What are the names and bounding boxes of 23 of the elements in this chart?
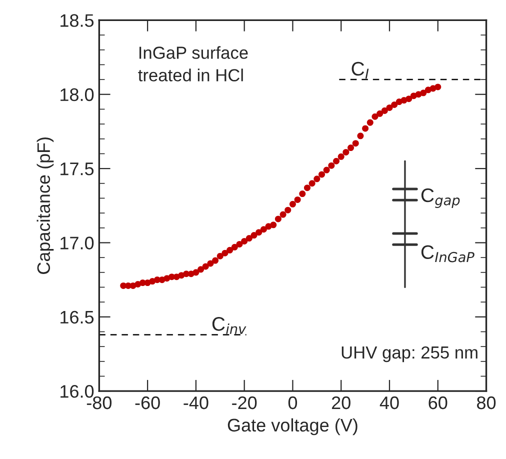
x-tick-label: -60 (135, 396, 160, 410)
ref-line-label: C$_{inv}$ (212, 317, 246, 334)
y-tick-label: 17.5 (60, 162, 94, 176)
x-tick-label: 20 (332, 396, 350, 410)
y-tick-label: 16.5 (60, 310, 94, 324)
x-tick-label: -80 (86, 396, 112, 410)
x-axis-title: Gate voltage (V) (228, 418, 358, 436)
y-tick-label: 18.5 (60, 14, 94, 27)
x-tick-label: 40 (380, 396, 399, 410)
x-tick-label: -20 (232, 396, 257, 410)
annotation: C$_{InGaP}$ (421, 245, 474, 262)
x-tick-label: 60 (428, 396, 448, 410)
ref-line-label: C$_{I}$ (352, 62, 369, 79)
annotation: UHV gap: 255 nm (342, 346, 478, 362)
annotation: C$_{gap}$ (421, 188, 460, 208)
x-tick-label: 0 (288, 396, 298, 410)
y-tick-label: 17.0 (60, 236, 94, 250)
y-tick-label: 18.0 (60, 88, 94, 102)
x-tick-label: -40 (184, 396, 208, 410)
x-tick-label: 80 (477, 396, 496, 410)
y-axis-title: Capacitance (pF) (36, 138, 54, 274)
annotation: InGaP surface treated in HCl (138, 46, 248, 82)
y-tick-label: 16.0 (60, 385, 94, 398)
